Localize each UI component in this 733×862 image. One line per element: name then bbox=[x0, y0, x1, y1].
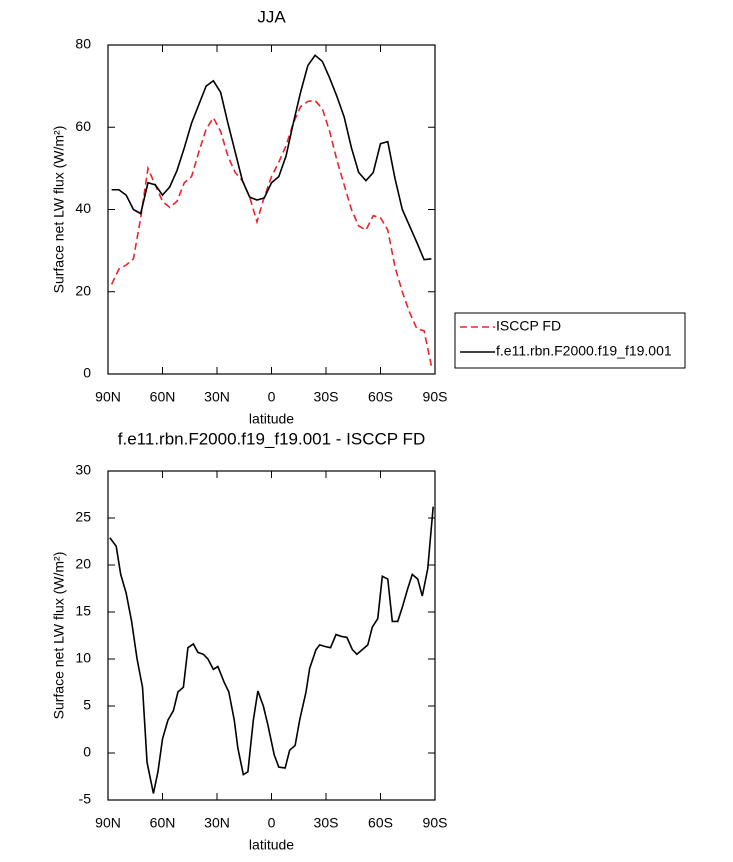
y-tick-label: 0 bbox=[83, 744, 91, 760]
y-tick-label: 10 bbox=[75, 650, 91, 666]
line bbox=[109, 506, 434, 794]
x-tick-label: 90S bbox=[423, 389, 448, 405]
legend-box bbox=[454, 312, 686, 369]
y-axis-label: Surface net LW flux (W/m²) bbox=[51, 552, 67, 720]
y-tick-label: 15 bbox=[75, 603, 91, 619]
y-tick-label: 25 bbox=[75, 509, 91, 525]
y-tick-label: 20 bbox=[75, 282, 91, 298]
legend-label: ISCCP FD bbox=[496, 318, 561, 334]
x-tick-label: 60S bbox=[368, 815, 393, 831]
x-axis-label: latitude bbox=[249, 411, 294, 427]
x-tick-label: 90N bbox=[95, 389, 121, 405]
legend-label: f.e11.rbn.F2000.f19_f19.001 bbox=[496, 343, 672, 359]
y-tick-label: 5 bbox=[83, 697, 91, 713]
x-tick-label: 60N bbox=[150, 389, 176, 405]
x-tick-label: 30S bbox=[314, 815, 339, 831]
chart-title: JJA bbox=[257, 7, 286, 26]
x-axis-label: latitude bbox=[249, 837, 294, 853]
x-tick-label: 30N bbox=[204, 815, 230, 831]
x-tick-label: 90N bbox=[95, 815, 121, 831]
y-tick-label: -5 bbox=[79, 791, 92, 807]
x-tick-label: 60S bbox=[368, 389, 393, 405]
y-tick-label: 0 bbox=[83, 365, 91, 381]
x-tick-label: 0 bbox=[268, 815, 276, 831]
y-tick-label: 60 bbox=[75, 118, 91, 134]
line bbox=[110, 99, 433, 366]
chart-title: f.e11.rbn.F2000.f19_f19.001 - ISCCP FD bbox=[118, 429, 425, 448]
y-tick-label: 40 bbox=[75, 200, 91, 216]
x-tick-label: 90S bbox=[423, 815, 448, 831]
line bbox=[111, 54, 432, 261]
x-tick-label: 60N bbox=[150, 815, 176, 831]
x-tick-label: 0 bbox=[268, 389, 276, 405]
y-tick-label: 30 bbox=[75, 462, 91, 478]
x-tick-label: 30N bbox=[204, 389, 230, 405]
y-tick-label: 80 bbox=[75, 36, 91, 52]
plot-frame bbox=[107, 44, 436, 375]
plot-frame bbox=[107, 470, 436, 801]
x-tick-label: 30S bbox=[314, 389, 339, 405]
y-axis-label: Surface net LW flux (W/m²) bbox=[51, 126, 67, 294]
y-tick-label: 20 bbox=[75, 556, 91, 572]
